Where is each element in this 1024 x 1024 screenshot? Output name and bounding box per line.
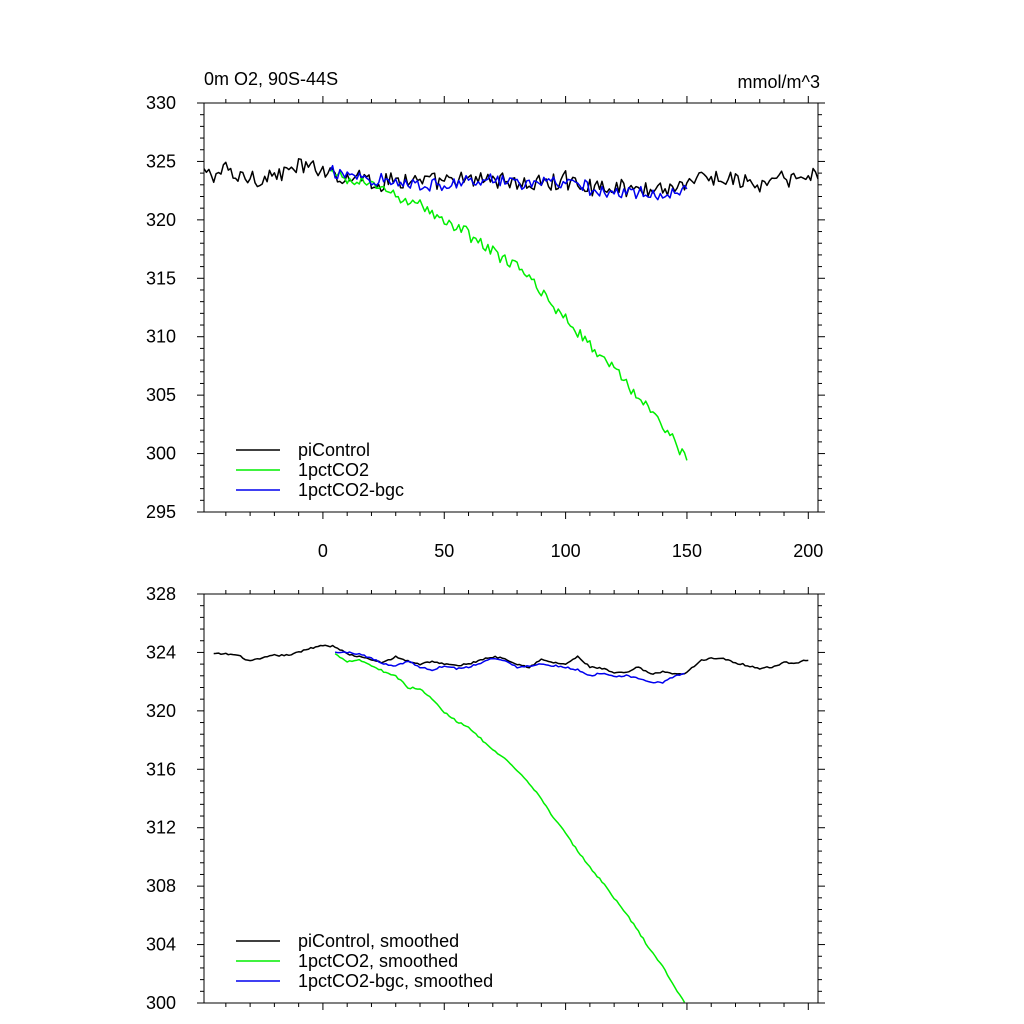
y-tick-label: 320	[146, 210, 176, 230]
top-series-lines	[203, 158, 819, 461]
legend-label: piControl	[298, 440, 370, 460]
x-tick-label: 100	[551, 541, 581, 561]
x-tick-label: 150	[672, 541, 702, 561]
x-tick-label: 50	[434, 541, 454, 561]
y-tick-label: 310	[146, 327, 176, 347]
legend-label: 1pctCO2-bgc, smoothed	[298, 971, 493, 991]
bottom-plot-frame	[203, 593, 819, 1004]
y-tick-label: 308	[146, 876, 176, 896]
y-tick-label: 300	[146, 444, 176, 464]
series-line-1pctco2-bgc-smoothed	[334, 651, 685, 684]
y-tick-label: 324	[146, 642, 176, 662]
y-tick-label: 312	[146, 818, 176, 838]
y-tick-label: 295	[146, 502, 176, 522]
legend-label: piControl, smoothed	[298, 931, 459, 951]
chart-title: 0m O2, 90S-44S	[204, 69, 338, 89]
x-tick-label: 0	[318, 541, 328, 561]
y-tick-label: 320	[146, 701, 176, 721]
y-tick-label: 315	[146, 268, 176, 288]
series-line-1pctco2-smoothed	[334, 652, 686, 1003]
bottom-axis-ticks: 300 304 308 312 316 320 324 328	[146, 584, 825, 1013]
legend-label: 1pctCO2, smoothed	[298, 951, 458, 971]
y-tick-label: 328	[146, 584, 176, 604]
bottom-panel: 300 304 308 312 316 320 324 328 piControl, smoo…	[146, 584, 825, 1013]
series-line-picontrol-smoothed	[213, 644, 809, 675]
legend-label: 1pctCO2	[298, 460, 369, 480]
top-plot-frame	[203, 102, 819, 513]
y-tick-label: 330	[146, 93, 176, 113]
series-line-1pctco2-bgc	[329, 164, 688, 201]
top-axis-ticks: 295 300 305 310 315 320 325 330 0 50 100 150 200	[146, 93, 825, 561]
legend-label: 1pctCO2-bgc	[298, 480, 404, 500]
y-tick-label: 305	[146, 385, 176, 405]
x-tick-label: 200	[793, 541, 823, 561]
top-panel: 0m O2, 90S-44S mmol/m^3 295 300 305 310 315 3…	[146, 69, 825, 561]
y-tick-label: 325	[146, 151, 176, 171]
y-tick-label: 300	[146, 993, 176, 1013]
y-tick-label: 304	[146, 935, 176, 955]
y-tick-label: 316	[146, 759, 176, 779]
series-line-1pctco2	[330, 169, 688, 461]
units-label: mmol/m^3	[738, 72, 820, 92]
bottom-series-lines	[213, 644, 809, 1003]
series-line-picontrol	[203, 158, 819, 198]
